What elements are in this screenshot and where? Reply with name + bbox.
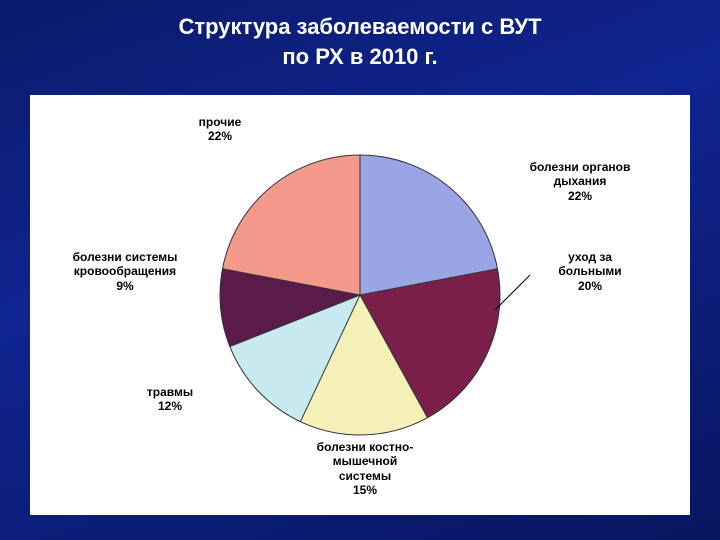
slice-label-musculoskeletal: болезни костно-мышечнойсистемы15%	[280, 440, 450, 498]
slice-label-care: уход забольными20%	[530, 250, 650, 293]
pie-chart: болезни органовдыхания22% уход забольными…	[30, 95, 690, 515]
chart-panel: болезни органовдыхания22% уход забольными…	[30, 95, 690, 515]
pie-disc	[220, 155, 500, 435]
slice-label-circulatory: болезни системыкровообращения9%	[40, 250, 210, 293]
slice-label-other: прочие22%	[175, 115, 265, 144]
title-line-2: по РХ в 2010 г.	[0, 42, 720, 72]
slice-label-injuries: травмы12%	[125, 385, 215, 414]
slice-label-respiratory: болезни органовдыхания22%	[500, 160, 660, 203]
title-line-1: Структура заболеваемости с ВУТ	[0, 12, 720, 42]
page-title: Структура заболеваемости с ВУТ по РХ в 2…	[0, 0, 720, 71]
